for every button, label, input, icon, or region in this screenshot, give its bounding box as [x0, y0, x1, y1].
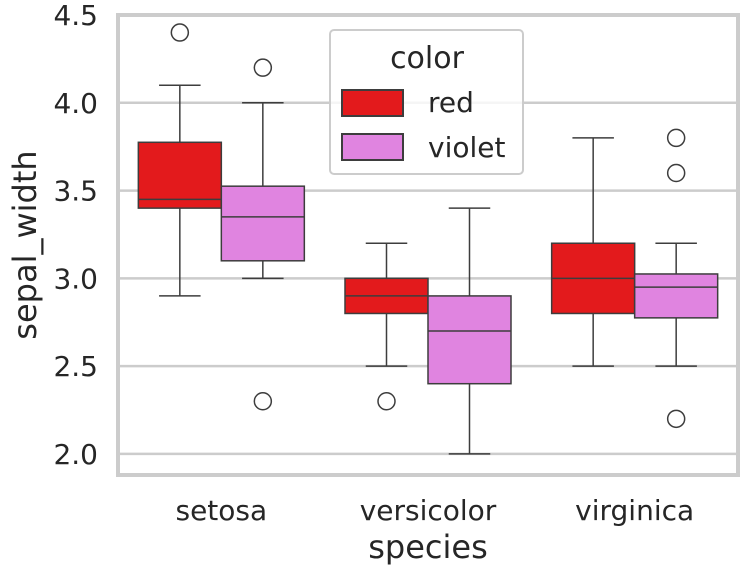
- outlier-point: [666, 409, 686, 429]
- legend-swatch-red: [341, 89, 404, 117]
- x-axis-title: species: [368, 528, 488, 566]
- outlier-point: [666, 163, 686, 183]
- legend-label-violet: violet: [428, 131, 505, 164]
- box-violet-setosa: [220, 58, 306, 411]
- x-tick-labels: setosa versicolor virginica: [175, 494, 694, 527]
- outlier-point: [666, 128, 686, 148]
- box-body: [427, 295, 512, 385]
- y-tick-label-4.0: 4.0: [53, 87, 98, 120]
- box-red-versicolor: [344, 242, 429, 411]
- y-tick-label-3.5: 3.5: [53, 175, 98, 208]
- y-tick-label-3.0: 3.0: [53, 262, 98, 295]
- y-tick-label-2.0: 2.0: [53, 438, 98, 471]
- outlier-point: [253, 58, 273, 77]
- box-red-virginica: [550, 137, 636, 367]
- x-tick-label-versicolor: versicolor: [360, 494, 497, 527]
- outlier-point: [377, 392, 396, 411]
- box-violet-versicolor: [427, 207, 512, 455]
- y-tick-label-2.5: 2.5: [53, 350, 98, 383]
- box-body: [633, 273, 719, 319]
- y-axis-title: sepal_width: [6, 150, 44, 339]
- legend-swatch-violet: [341, 133, 404, 161]
- box-violet-virginica: [633, 128, 719, 429]
- y-tick-label-4.5: 4.5: [53, 0, 98, 32]
- legend-label-red: red: [428, 86, 474, 119]
- x-tick-label-setosa: setosa: [175, 494, 267, 527]
- box-body: [137, 141, 223, 209]
- plot-frame: [116, 13, 740, 477]
- x-tick-label-virginica: virginica: [575, 494, 694, 527]
- box-layer: [137, 23, 719, 455]
- outlier-point: [170, 23, 190, 42]
- y-tick-labels: 2.0 2.5 3.0 3.5 4.0 4.5: [53, 0, 98, 471]
- legend: color red violet: [329, 29, 524, 175]
- outlier-point: [253, 392, 273, 411]
- box-red-setosa: [137, 23, 223, 297]
- box-body: [220, 185, 306, 262]
- legend-title: color: [390, 41, 465, 76]
